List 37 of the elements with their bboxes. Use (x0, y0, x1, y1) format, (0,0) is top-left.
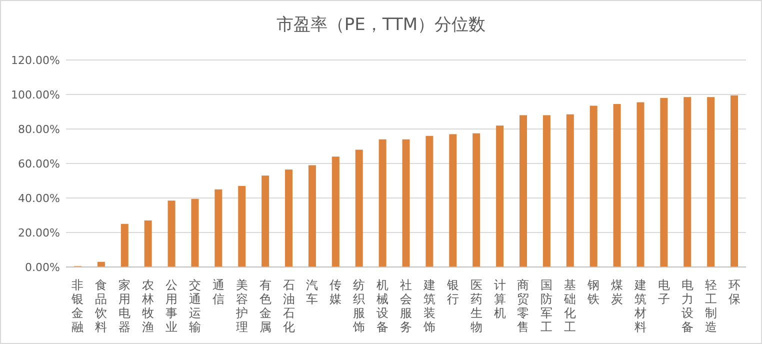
x-tick-label: 银行 (446, 278, 459, 306)
x-tick-label: 商贸零售 (517, 278, 530, 334)
x-tick-label: 轻工制造 (704, 278, 717, 334)
x-tick-label: 机械设备 (376, 278, 389, 334)
x-tick-label: 非银金融 (70, 278, 84, 334)
x-tick-label: 国防军工 (540, 278, 553, 334)
y-tick-label: 100.00% (11, 88, 60, 102)
x-tick-label: 美容护理 (234, 278, 248, 334)
x-tick-label: 钢铁 (586, 278, 600, 306)
x-tick-label: 建筑材料 (633, 278, 646, 334)
x-tick-label: 纺织服饰 (352, 278, 366, 334)
x-tick-label: 交通运输 (188, 278, 201, 334)
x-tick-label: 环保 (728, 278, 740, 306)
y-tick-label: 20.00% (18, 226, 60, 240)
x-tick-label: 传媒 (330, 278, 342, 306)
x-tick-label: 电子 (658, 278, 670, 306)
y-tick-label: 40.00% (18, 192, 60, 205)
x-tick-label: 石油石化 (282, 278, 295, 334)
y-tick-label: 80.00% (18, 122, 60, 136)
x-tick-label: 社会服务 (400, 278, 412, 334)
x-tick-label: 医药生物 (470, 278, 482, 334)
x-tick-label: 基础化工 (563, 278, 576, 334)
x-tick-label: 通信 (212, 278, 224, 306)
y-tick-label: 120.00% (11, 54, 60, 67)
y-tick-label: 0.00% (25, 260, 60, 274)
x-tick-label: 有色金属 (259, 278, 272, 334)
x-tick-label: 汽车 (306, 278, 318, 306)
x-tick-label: 公用事业 (166, 278, 178, 334)
x-tick-label: 食品饮料 (94, 278, 108, 334)
x-tick-label: 农林牧渔 (141, 278, 154, 334)
x-tick-label: 家用电器 (118, 278, 131, 334)
y-tick-label: 60.00% (18, 157, 60, 170)
x-tick-label: 煤炭 (611, 278, 624, 306)
x-tick-label: 电力设备 (681, 278, 694, 334)
chart-title: 市盈率（PE，TTM）分位数 (276, 15, 486, 35)
x-tick-label: 建筑装饰 (422, 278, 436, 334)
x-tick-label: 计算机 (494, 278, 506, 320)
